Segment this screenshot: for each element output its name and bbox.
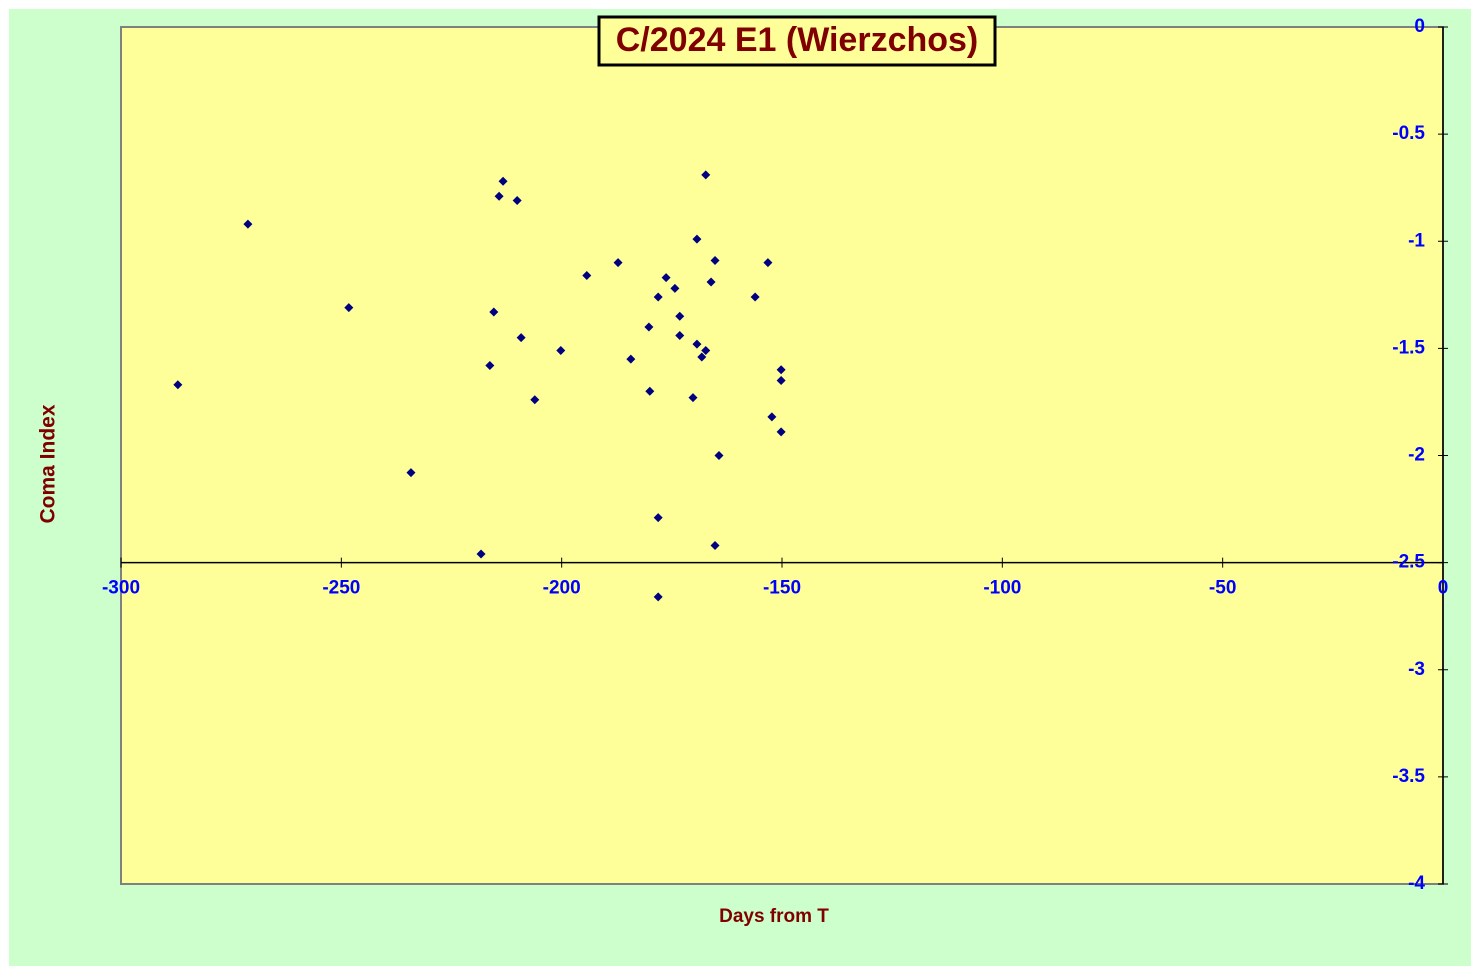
chart-title: C/2024 E1 (Wierzchos) bbox=[616, 21, 979, 59]
data-point bbox=[692, 339, 702, 349]
data-point bbox=[344, 303, 354, 313]
y-tick-label: -4 bbox=[1408, 873, 1425, 894]
data-point bbox=[697, 352, 707, 362]
data-point bbox=[485, 361, 495, 371]
x-tick-label: -300 bbox=[102, 578, 140, 599]
y-tick-label: -2 bbox=[1408, 445, 1425, 466]
data-point bbox=[494, 191, 504, 201]
x-axis-label: Days from T bbox=[719, 906, 829, 927]
data-point bbox=[530, 395, 540, 405]
data-point bbox=[173, 380, 183, 390]
data-point bbox=[675, 331, 685, 341]
data-point bbox=[645, 386, 655, 396]
data-point bbox=[710, 256, 720, 266]
x-tick-label: -50 bbox=[1209, 578, 1236, 599]
x-tick-label: -250 bbox=[322, 578, 360, 599]
data-point bbox=[776, 365, 786, 375]
x-tick-label: -100 bbox=[983, 578, 1021, 599]
data-point bbox=[613, 258, 623, 268]
x-tick-label: -150 bbox=[763, 578, 801, 599]
data-point bbox=[767, 412, 777, 422]
y-tick-label: -1.5 bbox=[1392, 337, 1425, 358]
data-point bbox=[406, 468, 416, 478]
data-point bbox=[763, 258, 773, 268]
data-point bbox=[776, 427, 786, 437]
data-point bbox=[661, 273, 671, 283]
data-point bbox=[710, 540, 720, 550]
data-point bbox=[706, 277, 716, 287]
data-point bbox=[750, 292, 760, 302]
data-point bbox=[714, 451, 724, 460]
x-tick-label: -200 bbox=[543, 578, 581, 599]
data-point bbox=[701, 170, 711, 180]
data-point bbox=[692, 234, 702, 244]
data-point bbox=[653, 292, 663, 302]
y-tick-label: -3.5 bbox=[1392, 766, 1425, 787]
plot-area bbox=[120, 26, 1444, 885]
y-tick-label: -0.5 bbox=[1392, 123, 1425, 144]
data-point bbox=[556, 346, 566, 356]
data-point bbox=[776, 376, 786, 386]
data-point bbox=[653, 592, 663, 602]
y-tick-label: 0 bbox=[1414, 16, 1425, 37]
data-point bbox=[688, 393, 698, 403]
data-point bbox=[653, 513, 663, 523]
y-axis-label: Coma Index bbox=[37, 404, 60, 523]
y-tick-label: -3 bbox=[1408, 659, 1425, 680]
data-point bbox=[498, 176, 508, 186]
data-point bbox=[644, 322, 654, 332]
data-point bbox=[243, 219, 253, 229]
data-point bbox=[582, 271, 592, 281]
data-point bbox=[701, 346, 711, 356]
data-point bbox=[512, 196, 522, 206]
data-point bbox=[670, 283, 680, 293]
data-point bbox=[476, 549, 486, 559]
data-point bbox=[675, 311, 685, 321]
title-box bbox=[597, 15, 997, 67]
x-tick-label: 0 bbox=[1438, 578, 1449, 599]
y-tick-label: -2.5 bbox=[1392, 552, 1425, 573]
data-point bbox=[489, 307, 499, 317]
data-point bbox=[626, 354, 636, 364]
y-tick-label: -1 bbox=[1408, 230, 1425, 251]
data-point bbox=[516, 333, 526, 343]
